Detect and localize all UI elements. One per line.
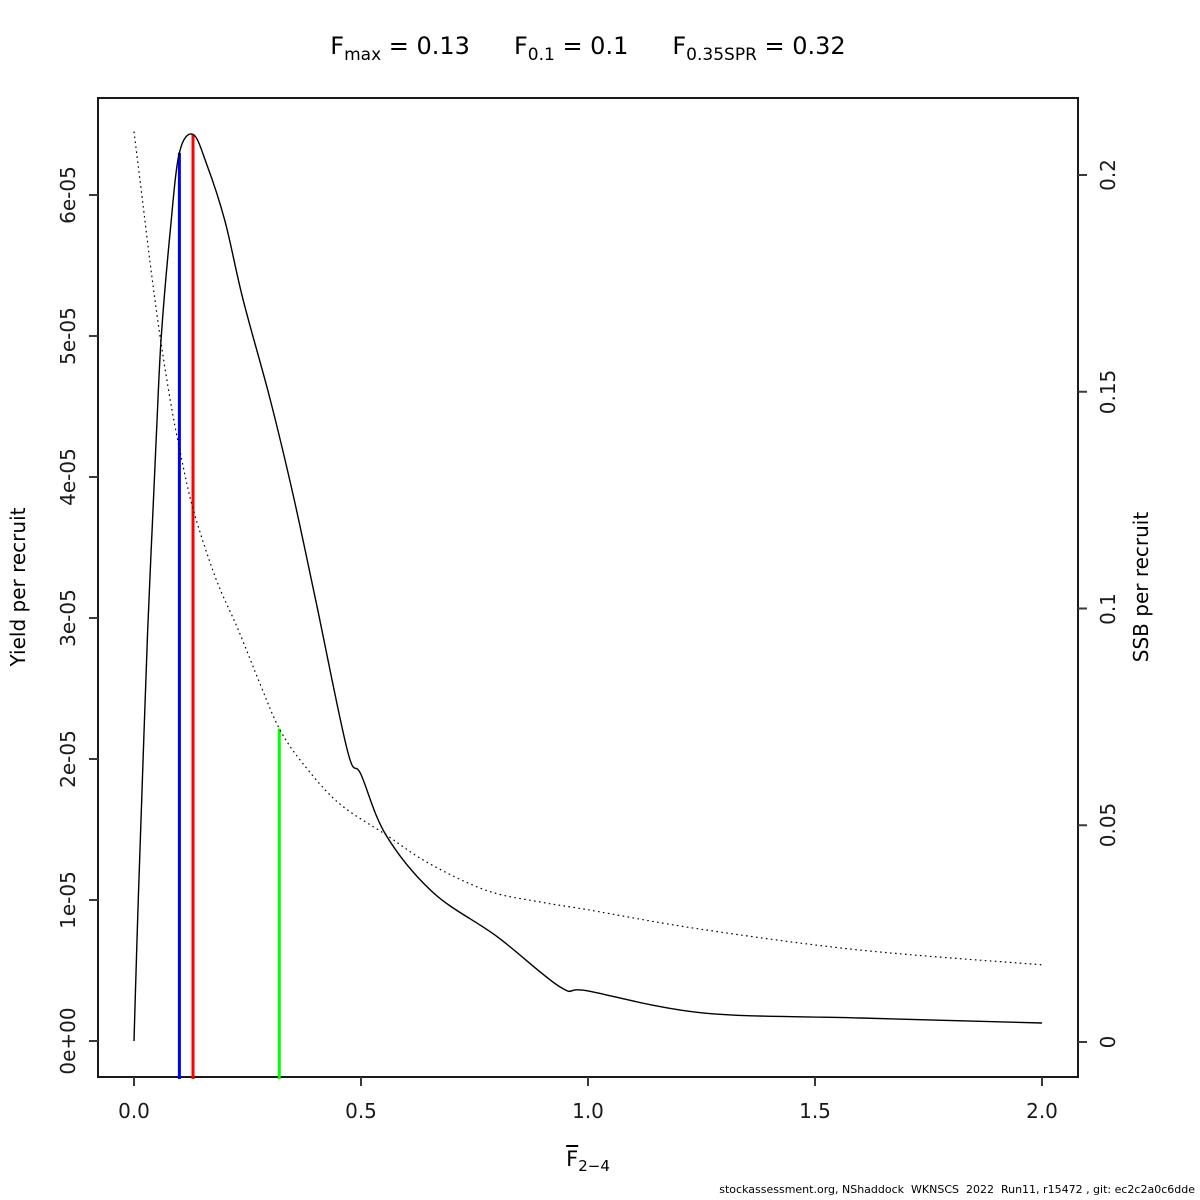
x-tick-label: 1.0: [572, 1099, 604, 1123]
y-left-tick-label: 1e-05: [56, 871, 80, 929]
x-tick-label: 2.0: [1026, 1099, 1058, 1123]
x-tick-label: 0.5: [345, 1099, 377, 1123]
title-part: F0.35SPR = 0.32: [672, 32, 846, 65]
yield-per-recruit-curve: [133, 133, 1043, 1042]
y-left-axis-title: Yield per recruit: [6, 507, 30, 667]
chart-title: Fmax = 0.13 F0.1 = 0.1 F0.35SPR = 0.32: [98, 32, 1078, 65]
x-axis-title: F2−4: [566, 1147, 610, 1176]
ssb-per-recruit-curve: [133, 131, 1043, 966]
y-left-tick-label: 3e-05: [56, 589, 80, 647]
x-tick-label: 0.0: [118, 1099, 150, 1123]
y-left-tick-label: 2e-05: [56, 730, 80, 788]
y-left-tick-label: 6e-05: [56, 166, 80, 224]
y-left-tick-label: 4e-05: [56, 448, 80, 506]
y-right-tick-label: 0.2: [1096, 159, 1120, 191]
y-right-tick-label: 0.05: [1096, 802, 1120, 848]
y-right-tick-label: 0.15: [1096, 369, 1120, 415]
y-right-axis-title: SSB per recruit: [1129, 511, 1153, 663]
y-right-tick-label: 0.1: [1096, 592, 1120, 625]
plot-box: [97, 97, 1079, 1078]
title-part: F0.1 = 0.1: [513, 32, 629, 65]
title-part: Fmax = 0.13: [330, 32, 470, 65]
y-left-tick-label: 5e-05: [56, 307, 80, 365]
y-right-tick-label: 0: [1096, 1035, 1120, 1049]
x-tick-label: 1.5: [799, 1099, 831, 1123]
footer-watermark: stockassessment.org, NShaddock WKNSCS 20…: [719, 1183, 1195, 1196]
y-left-tick-label: 0e+00: [56, 1007, 80, 1075]
